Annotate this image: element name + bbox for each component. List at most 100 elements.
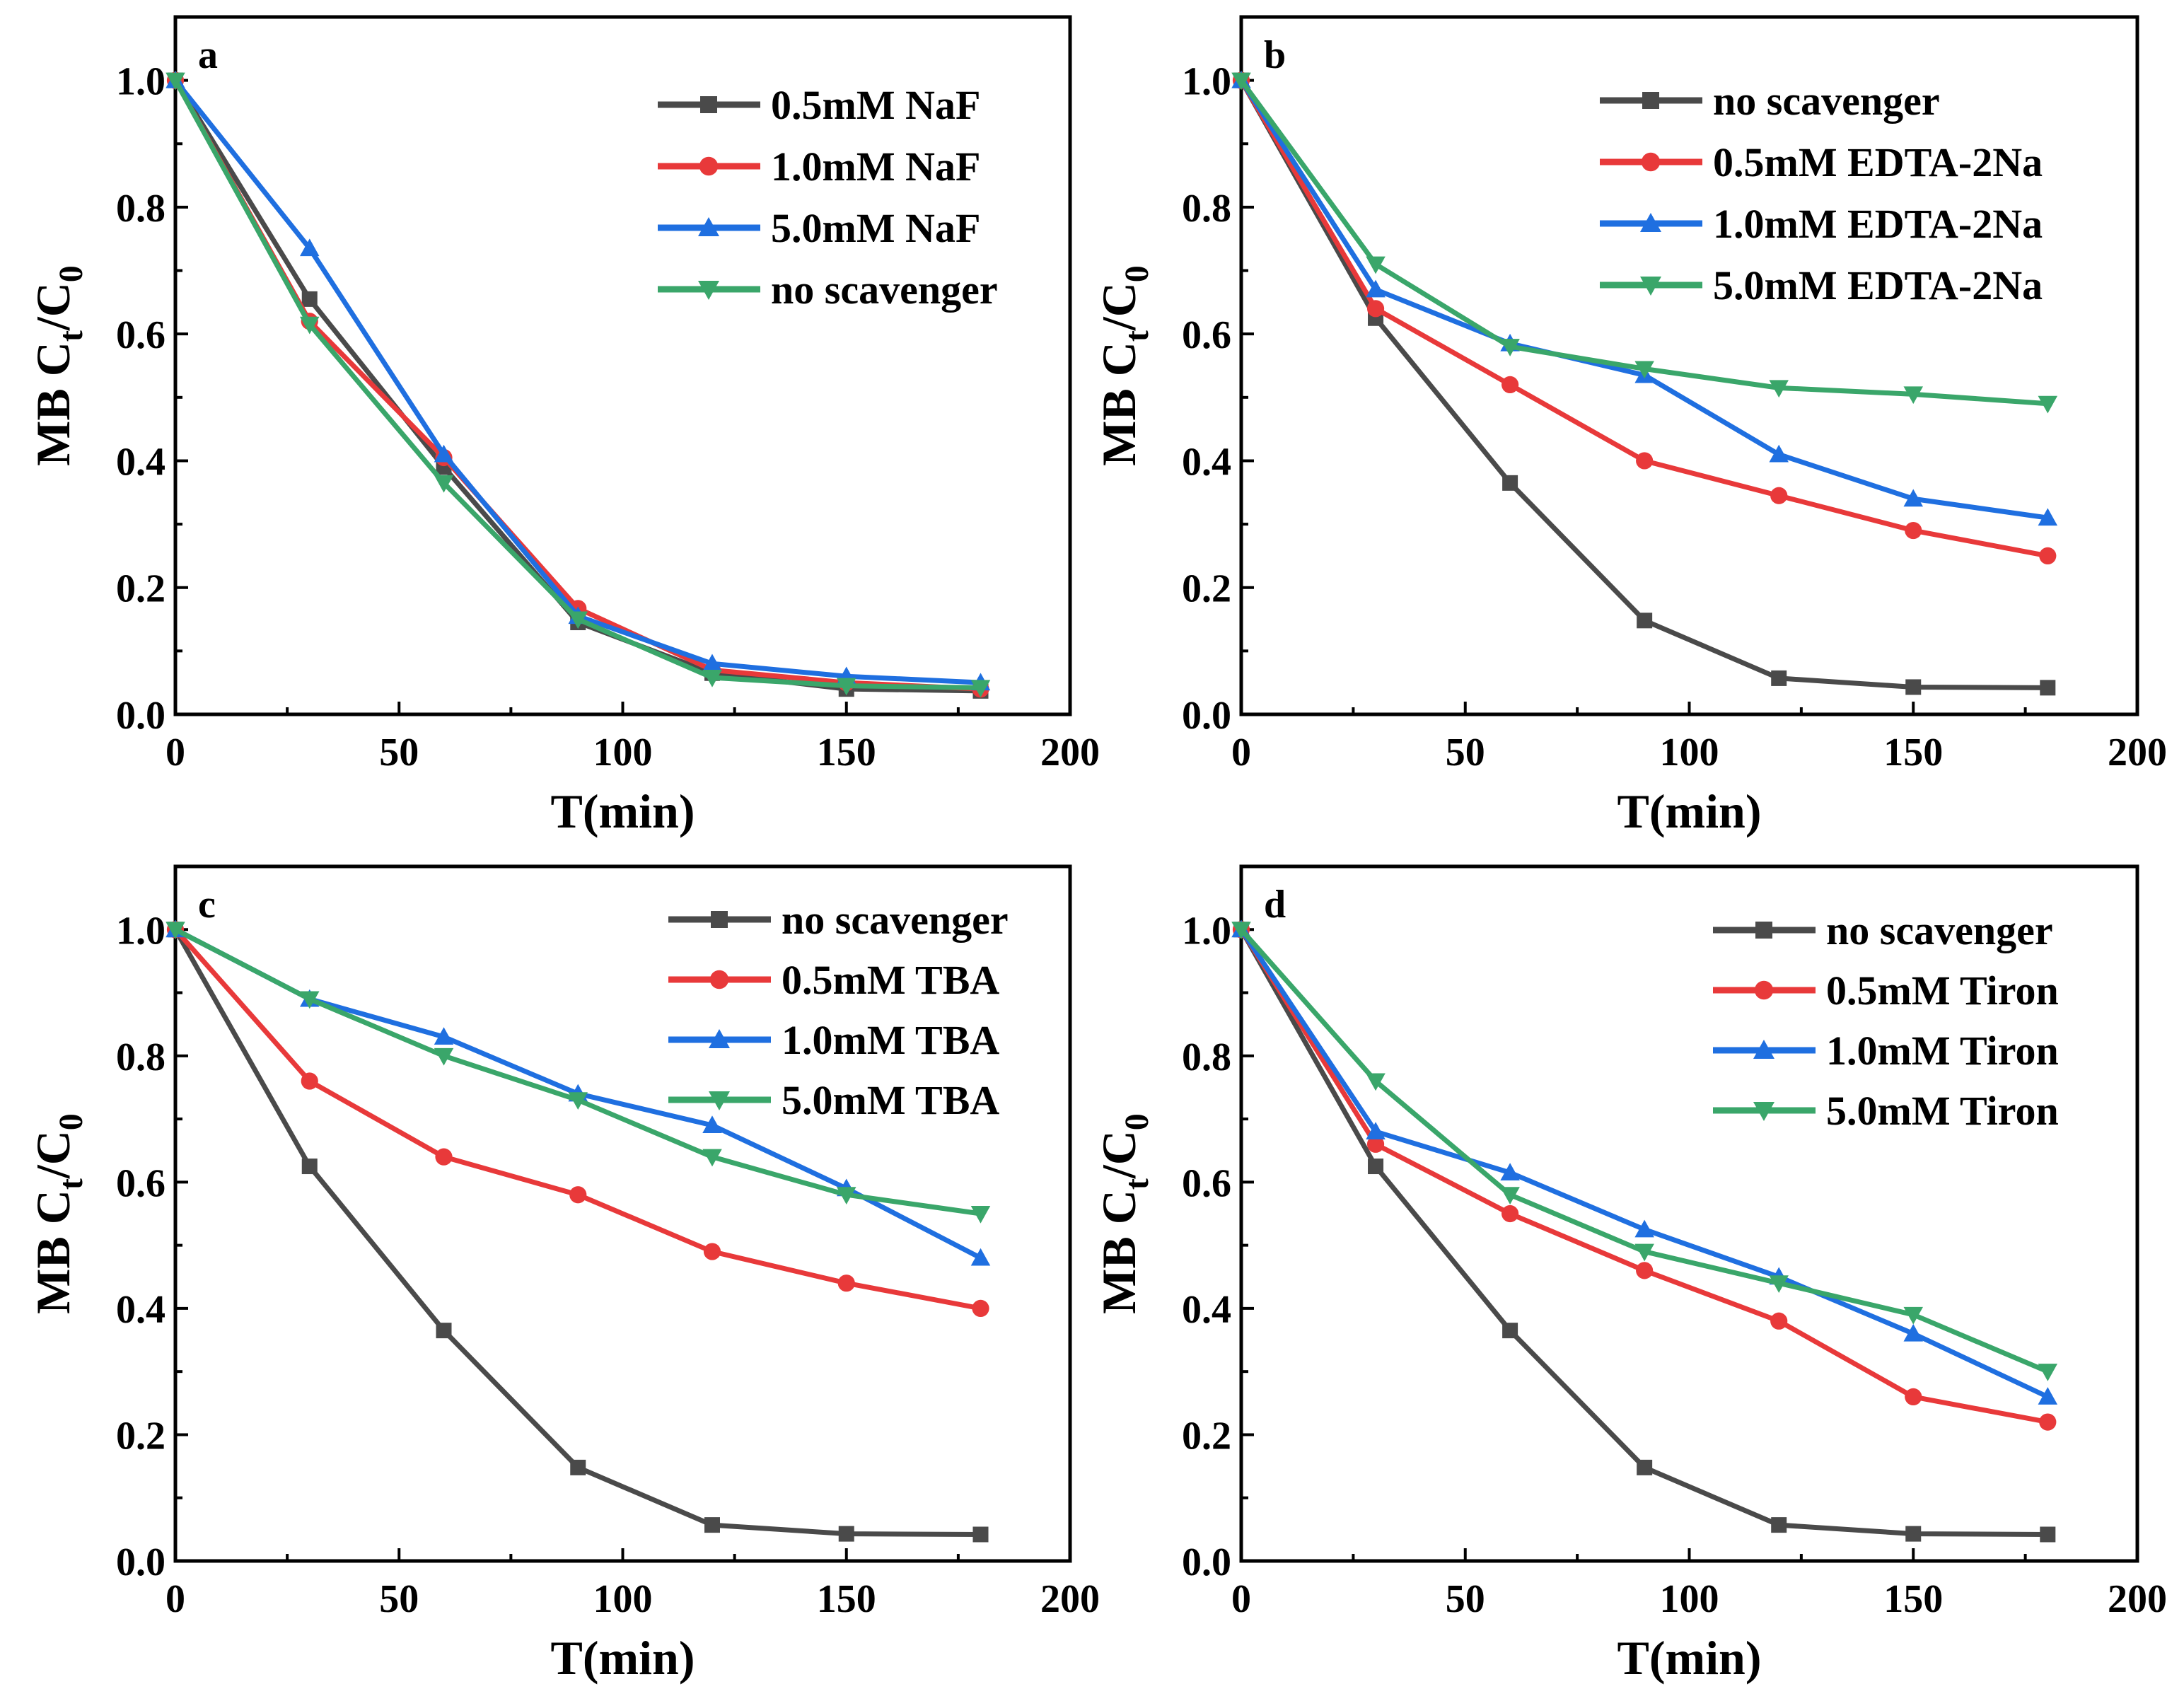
data-point [1903,386,1923,405]
data-point [1905,521,1922,540]
data-point [704,1517,720,1533]
data-point [1905,679,1922,695]
data-point [570,1459,586,1475]
data-point [1771,1517,1787,1533]
plot-frame [1239,15,2139,716]
y-tick-label: 0.2 [116,1414,165,1458]
legend-marker [1641,152,1661,172]
x-tick-label: 0 [1231,731,1251,774]
series-0 [168,922,989,1543]
series-3 [1231,922,2058,1381]
x-tick-label: 150 [1883,731,1943,774]
data-point [1636,452,1654,470]
y-tick-label: 0.2 [1182,1414,1231,1458]
panel-b: 0 50 100 150 200 0.0 0.2 0.4 0.6 0.8 1.0 T(min) MB C… [1092,15,2167,838]
legend-label: 0.5mM EDTA-2Na [1713,139,2043,185]
legend-label: 5.0mM EDTA-2Na [1713,262,2043,308]
legend: no scavenger 0.5mM Tiron 1.0mM Tiron 5.0mM … [1713,907,2059,1134]
data-point [2040,1526,2056,1543]
data-point [1366,1122,1386,1139]
data-point [972,1526,989,1543]
data-point [837,678,856,696]
x-tick-label: 150 [817,731,876,774]
data-point [1634,1243,1654,1262]
series-3 [165,922,991,1224]
y-label-part: MB C [26,342,80,466]
y-tick-label: 0.0 [116,694,165,738]
data-point [1905,1388,1922,1405]
data-point [1634,1219,1654,1238]
data-point [301,1159,318,1175]
x-tick-label: 200 [1040,731,1100,774]
y-tick-label: 1.0 [1182,60,1231,104]
legend-label: 0.5mM NaF [771,82,980,128]
legend-marker [700,96,717,113]
data-point [1366,279,1386,298]
data-point [434,444,454,463]
data-point [1231,72,1251,91]
legend-marker [711,911,728,928]
data-point [1903,1306,1923,1325]
y-tick-label: 0.8 [1182,187,1231,231]
x-tick-label: 50 [379,731,419,774]
data-point [1500,1163,1520,1180]
legend-label: 1.0mM NaF [771,144,980,190]
y-tick-label: 1.0 [1182,909,1231,953]
x-tick-label: 50 [379,1577,419,1621]
panel-d: 0 50 100 150 200 0.0 0.2 0.4 0.6 0.8 1.0 T(min) MB C… [1092,864,2167,1685]
x-tick-label: 100 [593,731,653,774]
data-point [434,1047,454,1066]
legend-marker [1642,92,1659,109]
data-point [435,1148,453,1166]
y-label-part: MB C [1092,1190,1146,1314]
data-point [702,654,722,672]
data-point [165,72,185,91]
y-tick-label: 0.6 [1182,313,1231,357]
y-tick-label: 0.6 [116,313,165,357]
y-label-part: MB C [1092,342,1146,466]
series-0 [1233,922,2056,1543]
data-point [1770,487,1788,504]
data-point [568,1092,588,1110]
y-label-part: /C [1092,1130,1146,1179]
y-label-sub: 0 [1118,265,1156,282]
legend: no scavenger 0.5mM TBA 1.0mM TBA 5.0mM TBA [668,897,1009,1123]
x-tick-label: 100 [1660,731,1719,774]
legend-marker [1640,213,1661,232]
data-point [1366,256,1386,274]
x-tick-label: 100 [1660,1577,1719,1621]
legend-marker [698,281,719,300]
x-axis-label: T(min) [1617,1631,1762,1685]
data-point [703,1243,721,1260]
y-tick-label: 0.8 [116,187,165,231]
x-tick-label: 0 [165,1577,185,1621]
panel-letter: d [1264,883,1286,927]
data-point [300,238,320,257]
legend-marker [699,156,719,176]
y-tick-label: 0.8 [1182,1035,1231,1079]
data-point [568,611,588,629]
data-point [1231,922,1251,940]
data-point [1502,1204,1519,1223]
data-point [702,1115,722,1134]
y-tick-label: 0.4 [116,440,165,484]
data-point [436,1323,452,1339]
legend-marker [1640,277,1661,296]
data-point [972,1299,989,1318]
y-tick-label: 0.4 [116,1288,165,1332]
y-tick-label: 1.0 [116,60,165,104]
x-tick-label: 0 [165,731,185,774]
data-point [1502,475,1518,491]
data-point [2039,547,2057,565]
legend-label: no scavenger [771,267,998,313]
data-point [837,1275,855,1292]
data-point [1500,339,1520,356]
y-axis-label: MB Ct/C0 [1092,265,1156,466]
x-tick-label: 50 [1446,731,1485,774]
y-label-sub: t [1118,330,1156,342]
y-tick-label: 0.0 [116,1540,165,1584]
y-label-sub: t [1118,1178,1156,1190]
legend: 0.5mM NaF 1.0mM NaF 5.0mM NaF no scavenger [658,82,998,313]
data-point [2040,680,2056,696]
